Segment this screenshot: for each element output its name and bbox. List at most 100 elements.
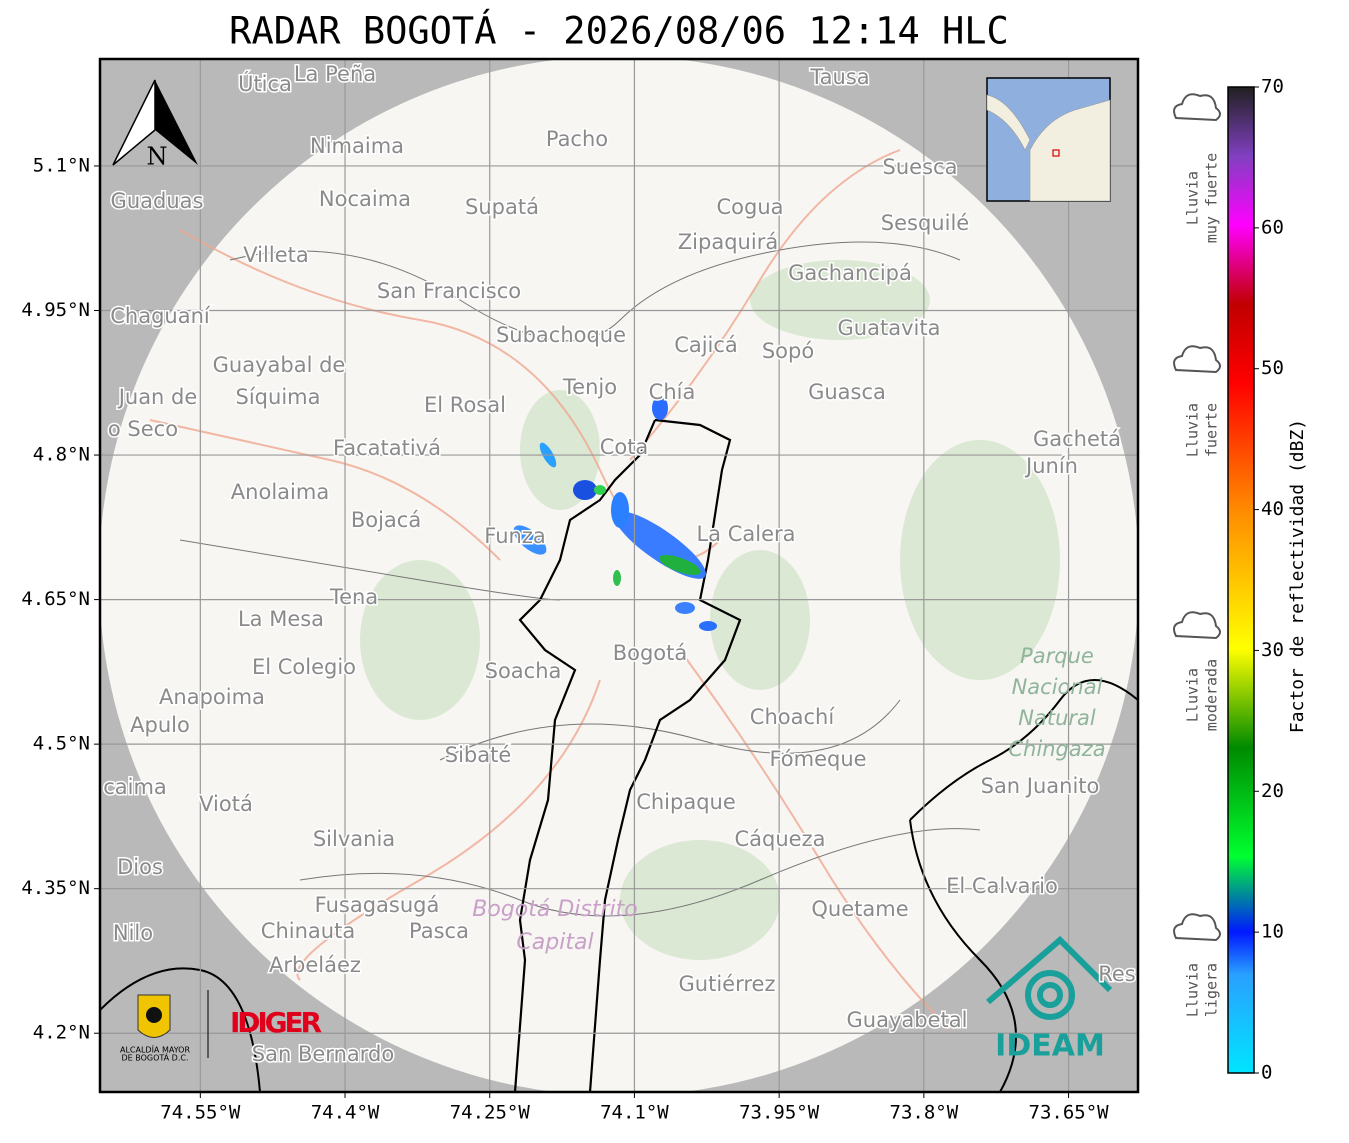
place-label: Bogotá — [613, 641, 688, 665]
place-label: Soacha — [485, 659, 562, 683]
lat-tick-label: 4.5°N — [33, 733, 90, 755]
park-label: Natural — [1018, 706, 1096, 730]
lon-tick-label: 73.65°W — [1029, 1102, 1110, 1124]
place-label: San Juanito — [981, 774, 1100, 798]
inset-map — [986, 77, 1111, 202]
place-label: Dios — [117, 855, 163, 879]
rain-level-label: Lluvia — [1184, 171, 1202, 225]
place-label: Sibaté — [445, 743, 512, 767]
place-label: o Seco — [108, 417, 178, 441]
colorbar-tick-label: 70 — [1261, 76, 1284, 98]
district-label: Bogotá Distrito — [472, 897, 637, 922]
cloud — [1173, 611, 1221, 640]
place-label: Res — [1098, 962, 1136, 986]
colorbar-tick-label: 40 — [1261, 498, 1284, 520]
colorbar-tick-label: 50 — [1261, 357, 1284, 379]
place-label: La Calera — [696, 522, 795, 546]
rain-icon — [1173, 611, 1221, 640]
place-label: San Bernardo — [252, 1042, 394, 1066]
department-boundary — [909, 679, 1138, 1092]
title: RADAR BOGOTÁ - 2026/08/06 12:14 HLC — [229, 9, 1009, 53]
place-label: Facatativá — [333, 436, 441, 460]
rain-level-label: ligera — [1203, 963, 1221, 1017]
place-label: Guatavita — [838, 316, 941, 340]
map-frame — [98, 57, 1140, 1094]
rain-icon — [1173, 913, 1221, 942]
place-label: Síquima — [236, 385, 321, 409]
place-label: Choachí — [750, 705, 836, 729]
idiger-logo: IDIGER — [230, 1006, 322, 1039]
park-label: Nacional — [1012, 675, 1103, 699]
place-label: Fusagasugá — [315, 893, 440, 917]
place-label: Cáqueza — [735, 827, 826, 851]
alcaldia-text: DE BOGOTÁ D.C. — [121, 1052, 188, 1063]
lon-tick-label: 74.25°W — [450, 1102, 531, 1124]
place-label: Cajicá — [674, 333, 738, 357]
north-label: N — [147, 143, 168, 171]
lat-tick-label: 4.8°N — [33, 444, 90, 466]
alcaldia-text: ALCALDÍA MAYOR — [120, 1044, 190, 1055]
place-label: Funza — [484, 524, 545, 548]
place-label: Quetame — [811, 897, 908, 921]
colorbar-label: Factor de reflectividad (dBZ) — [1287, 419, 1308, 733]
place-label: Arbeláez — [269, 953, 361, 977]
place-label: El Calvario — [946, 874, 1058, 898]
place-label: Sopó — [762, 339, 814, 363]
place-label: Supatá — [465, 195, 539, 219]
district-label: Capital — [516, 930, 593, 955]
colorbar-tick-label: 10 — [1261, 921, 1284, 943]
place-label: Gutiérrez — [679, 972, 776, 996]
place-label: Gachancipá — [788, 261, 912, 285]
north-arrow — [112, 79, 198, 166]
place-label: Tenjo — [562, 375, 617, 399]
municipal-boundaries — [179, 241, 981, 917]
place-label: Nimaima — [310, 134, 404, 158]
vegetation — [360, 260, 1060, 960]
place-label: El Colegio — [252, 655, 356, 679]
place-label: Junín — [1024, 454, 1078, 478]
alcaldia-logo — [137, 990, 209, 1058]
rain-icon — [1173, 93, 1221, 122]
place-label: Subachoque — [496, 323, 626, 347]
place-label: Villeta — [243, 243, 308, 267]
place-label: El Rosal — [424, 393, 506, 417]
place-label: Viotá — [199, 792, 253, 816]
place-label: Nocaima — [319, 187, 411, 211]
place-label: Silvania — [313, 827, 395, 851]
park-label: Parque — [1020, 644, 1094, 668]
colorbar-tick-label: 0 — [1261, 1062, 1272, 1084]
place-label: Apulo — [130, 713, 190, 737]
place-label: Chaguaní — [110, 304, 211, 328]
cloud — [1173, 913, 1221, 942]
lon-tick-label: 74.1°W — [600, 1102, 669, 1124]
place-label: Chía — [649, 380, 696, 404]
place-label: Guaduas — [111, 189, 204, 213]
rain-level-label: Lluvia — [1184, 963, 1202, 1017]
colorbar — [1227, 86, 1255, 1074]
place-label: San Francisco — [377, 279, 521, 303]
rain-level-label: Lluvia — [1184, 668, 1202, 722]
place-label: Útica — [238, 71, 292, 96]
place-label: Guasca — [808, 380, 886, 404]
lat-tick-label: 5.1°N — [33, 154, 90, 176]
lat-tick-label: 4.2°N — [33, 1022, 90, 1044]
ideam-logo — [986, 935, 1113, 1020]
lat-tick-label: 4.35°N — [21, 877, 90, 899]
lon-tick-label: 74.55°W — [160, 1102, 241, 1124]
place-label: Guayabal de — [213, 353, 346, 377]
colorbar-tick-label: 30 — [1261, 639, 1284, 661]
place-label: Pasca — [409, 919, 469, 943]
place-label: Juan de — [117, 385, 198, 409]
map: N ALCALDÍA MAYOR DE BOGOTÁ D.C. IDIGER I… — [100, 59, 1138, 1092]
lon-tick-label: 73.95°W — [739, 1102, 820, 1124]
place-label: Chipaque — [636, 790, 736, 814]
place-label: caima — [103, 775, 167, 799]
rain-icon — [1173, 345, 1221, 374]
cloud — [1173, 345, 1221, 374]
place-label: Sesquilé — [881, 211, 969, 235]
lat-tick-label: 4.95°N — [21, 299, 90, 321]
lat-tick-label: 4.65°N — [21, 588, 90, 610]
colorbar-tick-label: 20 — [1261, 780, 1284, 802]
place-label: Tausa — [809, 65, 869, 89]
